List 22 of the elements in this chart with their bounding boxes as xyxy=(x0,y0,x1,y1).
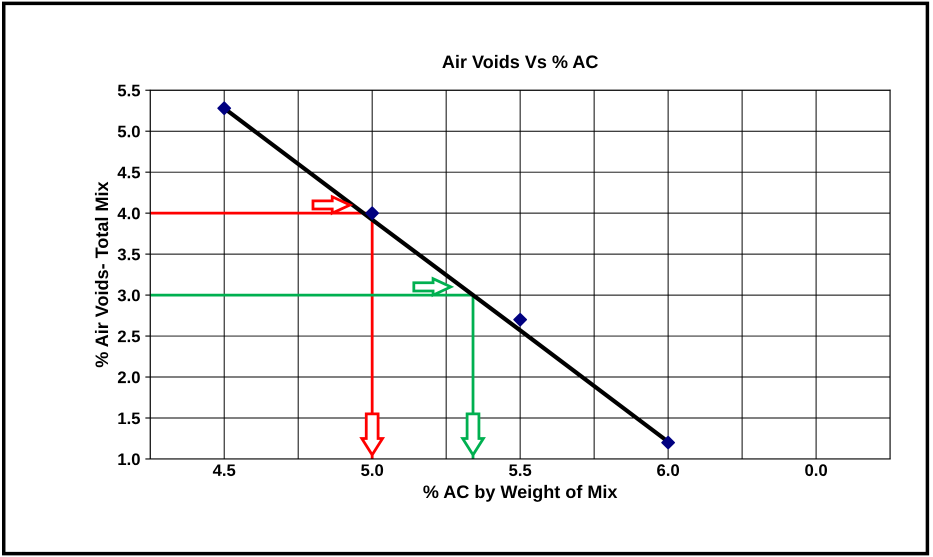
y-tick-label: 4.5 xyxy=(118,166,140,178)
y-tick-label: 5.5 xyxy=(118,84,140,96)
y-tick-label: 5.0 xyxy=(118,126,140,138)
y-tick-label: 3.5 xyxy=(118,248,140,260)
point xyxy=(513,312,528,327)
point xyxy=(217,101,232,116)
y-tick-label: 2.5 xyxy=(118,330,140,342)
point xyxy=(365,206,380,220)
x-tick-label: 4.5 xyxy=(212,464,236,476)
x-tick-label: 6.0 xyxy=(657,464,680,476)
x-tick-label: 0.0 xyxy=(805,464,827,476)
chart-title: Air Voids Vs % AC xyxy=(442,54,598,68)
y-axis-title: % Air Voids- Total Mix xyxy=(94,182,108,368)
x-axis-title: % AC by Weight of Mix xyxy=(423,484,618,502)
y-tick-label: 4.0 xyxy=(118,208,140,220)
x-tick-label: 5.0 xyxy=(361,464,384,476)
y-tick-label: 3.0 xyxy=(118,289,140,302)
y-tick-label: 2.0 xyxy=(118,371,140,384)
y-tick-label: 1.0 xyxy=(118,453,140,466)
y-tick-label: 1.5 xyxy=(118,412,140,424)
x-tick-label: 5.5 xyxy=(509,464,532,476)
point xyxy=(661,436,676,450)
